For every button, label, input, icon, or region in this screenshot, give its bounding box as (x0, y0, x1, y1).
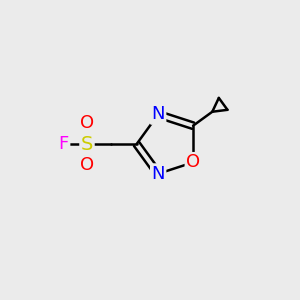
Text: O: O (80, 114, 94, 132)
Text: O: O (80, 157, 94, 175)
Text: F: F (59, 135, 69, 153)
Text: N: N (152, 165, 165, 183)
Text: O: O (186, 153, 200, 171)
Text: N: N (152, 105, 165, 123)
Text: S: S (81, 135, 93, 154)
